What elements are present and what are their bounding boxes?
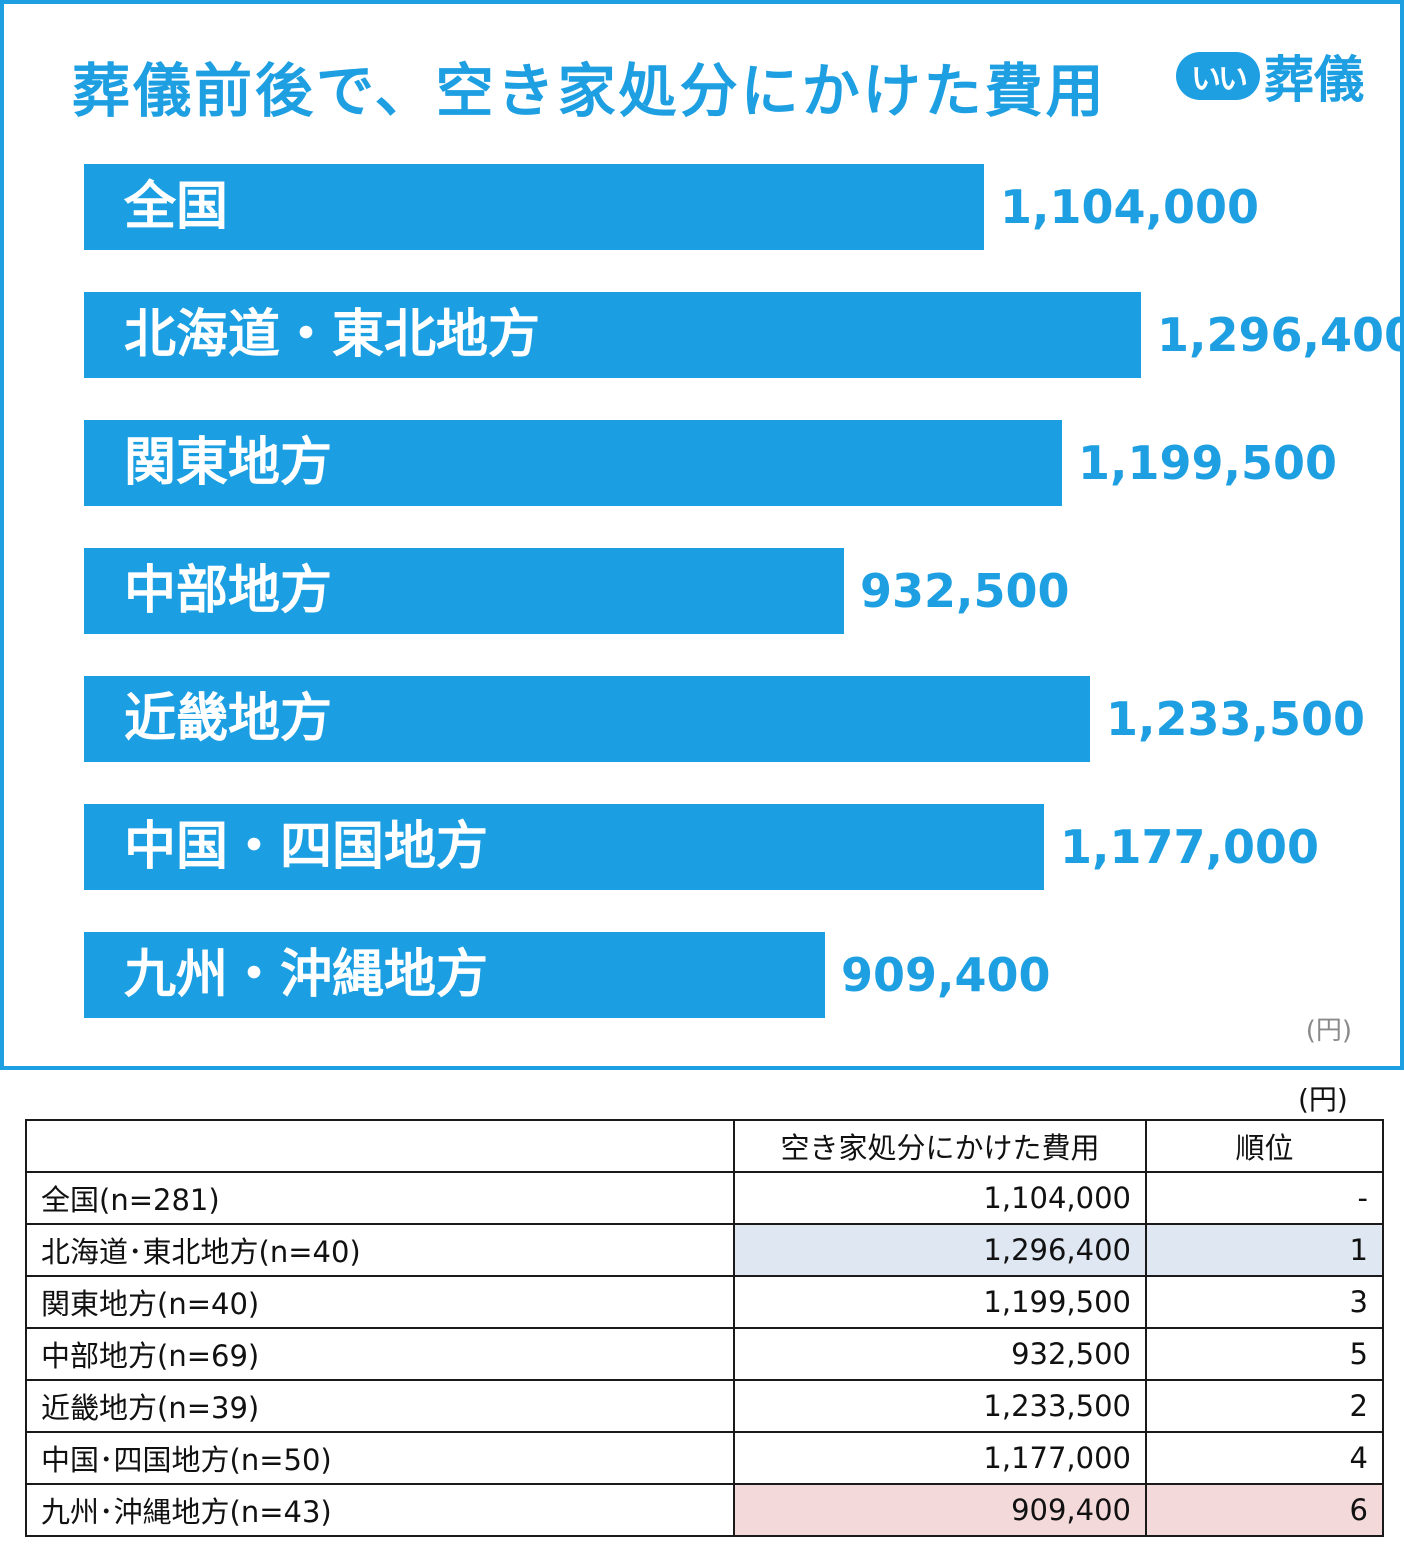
brand-text: 葬儀	[1264, 51, 1364, 109]
row-region-cell: 全国(n=281)	[25, 1171, 735, 1225]
table-header-row: 空き家処分にかけた費用 順位	[25, 1119, 1384, 1173]
row-rank-cell: 2	[1145, 1379, 1384, 1433]
row-region-cell: 近畿地方(n=39)	[25, 1379, 735, 1433]
row-region-cell: 中国･四国地方(n=50)	[25, 1431, 735, 1485]
bar-value-label: 1,233,500	[1106, 692, 1365, 746]
row-rank-cell: -	[1145, 1171, 1384, 1225]
row-region-cell: 関東地方(n=40)	[25, 1275, 735, 1329]
row-region-cell: 中部地方(n=69)	[25, 1327, 735, 1381]
row-rank-cell: 5	[1145, 1327, 1384, 1381]
table-row: 関東地方(n=40) 1,199,500 3	[25, 1275, 1384, 1329]
bar-value-label: 1,199,500	[1078, 436, 1337, 490]
brand-logo: いい 葬儀	[1176, 46, 1364, 109]
row-cost-cell: 932,500	[733, 1327, 1147, 1381]
chart-unit-label: (円)	[1305, 1016, 1352, 1046]
row-rank-cell: 3	[1145, 1275, 1384, 1329]
bar-value-label: 1,177,000	[1060, 820, 1319, 874]
table-row: 近畿地方(n=39) 1,233,500 2	[25, 1379, 1384, 1433]
bar-value-label: 1,104,000	[1000, 180, 1259, 234]
chart-panel: 葬儀前後で、空き家処分にかけた費用 いい 葬儀 全国 1,104,000 北海道・東…	[0, 0, 1404, 1070]
header-rank: 順位	[1145, 1119, 1384, 1173]
row-rank-cell: 4	[1145, 1431, 1384, 1485]
bar: 中国・四国地方	[84, 804, 1044, 890]
row-rank-cell: 1	[1145, 1223, 1384, 1277]
brand-mark: いい	[1176, 52, 1260, 100]
bar-value-label: 932,500	[860, 564, 1070, 618]
header-cost: 空き家処分にかけた費用	[733, 1119, 1147, 1173]
table-row: 北海道･東北地方(n=40) 1,296,400 1	[25, 1223, 1384, 1277]
bar-category-label: 中国・四国地方	[124, 817, 489, 877]
bar: 中部地方	[84, 548, 844, 634]
row-cost-cell: 909,400	[733, 1483, 1147, 1537]
bar-category-label: 中部地方	[124, 561, 333, 621]
header-region	[25, 1119, 735, 1173]
bar: 関東地方	[84, 420, 1062, 506]
row-cost-cell: 1,199,500	[733, 1275, 1147, 1329]
table-unit-label: (円)	[1298, 1083, 1348, 1116]
bar-value-label: 909,400	[841, 948, 1051, 1002]
bar: 九州・沖縄地方	[84, 932, 825, 1018]
row-region-cell: 北海道･東北地方(n=40)	[25, 1223, 735, 1277]
table-row: 全国(n=281) 1,104,000-	[25, 1171, 1384, 1225]
bar-category-label: 全国	[124, 177, 229, 237]
row-region-cell: 九州･沖縄地方(n=43)	[25, 1483, 735, 1537]
row-cost-cell: 1,233,500	[733, 1379, 1147, 1433]
bar-category-label: 九州・沖縄地方	[124, 945, 489, 1005]
row-cost-cell: 1,177,000	[733, 1431, 1147, 1485]
bar-category-label: 近畿地方	[124, 689, 333, 749]
table-row: 九州･沖縄地方(n=43) 909,400 6	[25, 1483, 1384, 1537]
bar: 近畿地方	[84, 676, 1090, 762]
bar-category-label: 関東地方	[124, 433, 333, 493]
table-row: 中国･四国地方(n=50) 1,177,000 4	[25, 1431, 1384, 1485]
row-cost-cell: 1,104,000	[733, 1171, 1147, 1225]
row-rank-cell: 6	[1145, 1483, 1384, 1537]
chart-title: 葬儀前後で、空き家処分にかけた費用	[72, 57, 1107, 125]
bar-category-label: 北海道・東北地方	[124, 305, 541, 365]
cost-table: 空き家処分にかけた費用 順位 全国(n=281) 1,104,000- 北海道･東北…	[25, 1119, 1384, 1537]
table-row: 中部地方(n=69) 932,500 5	[25, 1327, 1384, 1381]
bar: 北海道・東北地方	[84, 292, 1141, 378]
bar: 全国	[84, 164, 984, 250]
row-cost-cell: 1,296,400	[733, 1223, 1147, 1277]
bar-value-label: 1,296,400	[1157, 308, 1404, 362]
